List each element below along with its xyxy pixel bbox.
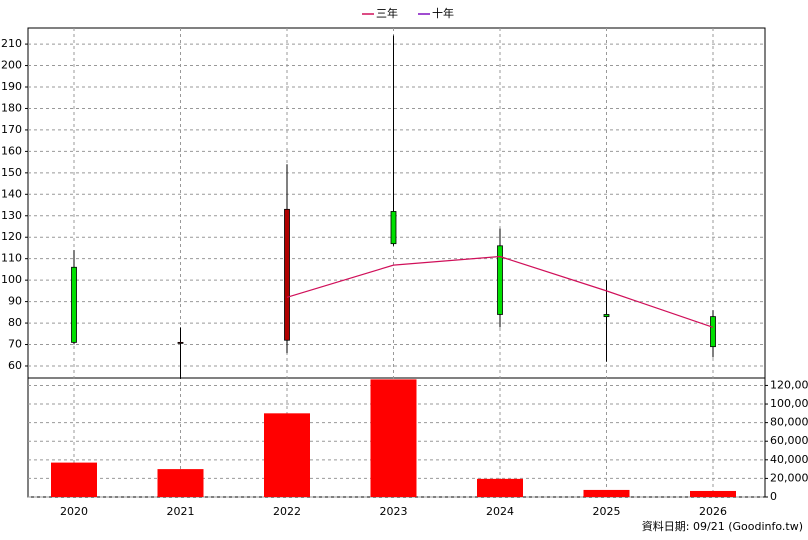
y-tick-label: 90 bbox=[8, 295, 22, 308]
x-tick-label: 2026 bbox=[699, 505, 727, 518]
data-note: 資料日期: 09/21 (Goodinfo.tw) bbox=[642, 519, 803, 533]
y-tick-label: 180 bbox=[1, 101, 22, 114]
y-tick-label: 190 bbox=[1, 80, 22, 93]
y-tick-label: 160 bbox=[1, 144, 22, 157]
candle-body bbox=[497, 245, 503, 315]
candle-body bbox=[603, 314, 610, 318]
volume-bar bbox=[583, 489, 630, 497]
y-tick-label: 140 bbox=[1, 187, 22, 200]
x-tick-label: 2023 bbox=[380, 505, 408, 518]
legend-label: 三年 bbox=[376, 6, 398, 20]
y-tick-label: 60 bbox=[8, 359, 22, 372]
y-tick-label: 210 bbox=[1, 37, 22, 50]
y2-tick-label: 60,000 bbox=[770, 434, 808, 447]
x-tick-label: 2020 bbox=[60, 505, 88, 518]
y-tick-label: 170 bbox=[1, 123, 22, 136]
legend-label: 十年 bbox=[432, 6, 454, 20]
y2-tick-label: 20,000 bbox=[770, 471, 808, 484]
volume-bar bbox=[51, 462, 97, 497]
volume-bar bbox=[157, 469, 204, 497]
y-tick-label: 80 bbox=[8, 316, 22, 329]
y-tick-label: 130 bbox=[1, 209, 22, 222]
y2-tick-label: 120,000 bbox=[770, 378, 808, 391]
candle-body bbox=[71, 266, 77, 343]
volume-bar bbox=[370, 379, 417, 497]
candle-body bbox=[390, 211, 397, 245]
y2-tick-label: 100,000 bbox=[770, 397, 808, 410]
y2-tick-label: 40,000 bbox=[770, 453, 808, 466]
volume-bar bbox=[477, 478, 523, 497]
line-series bbox=[286, 255, 714, 328]
y-tick-label: 70 bbox=[8, 338, 22, 351]
y-tick-label: 100 bbox=[1, 273, 22, 286]
volume-bar bbox=[690, 490, 736, 497]
y-tick-label: 110 bbox=[1, 252, 22, 265]
x-tick-label: 2025 bbox=[593, 505, 621, 518]
volume-bar bbox=[264, 413, 310, 497]
x-tick-label: 2022 bbox=[273, 505, 301, 518]
candle-body bbox=[710, 316, 716, 348]
y-tick-label: 120 bbox=[1, 230, 22, 243]
x-tick-label: 2021 bbox=[167, 505, 195, 518]
x-tick-label: 2024 bbox=[486, 505, 514, 518]
y2-tick-label: 0 bbox=[770, 490, 777, 503]
y-tick-label: 150 bbox=[1, 166, 22, 179]
candle-body bbox=[284, 208, 290, 341]
y2-tick-label: 80,000 bbox=[770, 416, 808, 429]
candle-body bbox=[177, 341, 184, 344]
y-tick-label: 200 bbox=[1, 59, 22, 72]
